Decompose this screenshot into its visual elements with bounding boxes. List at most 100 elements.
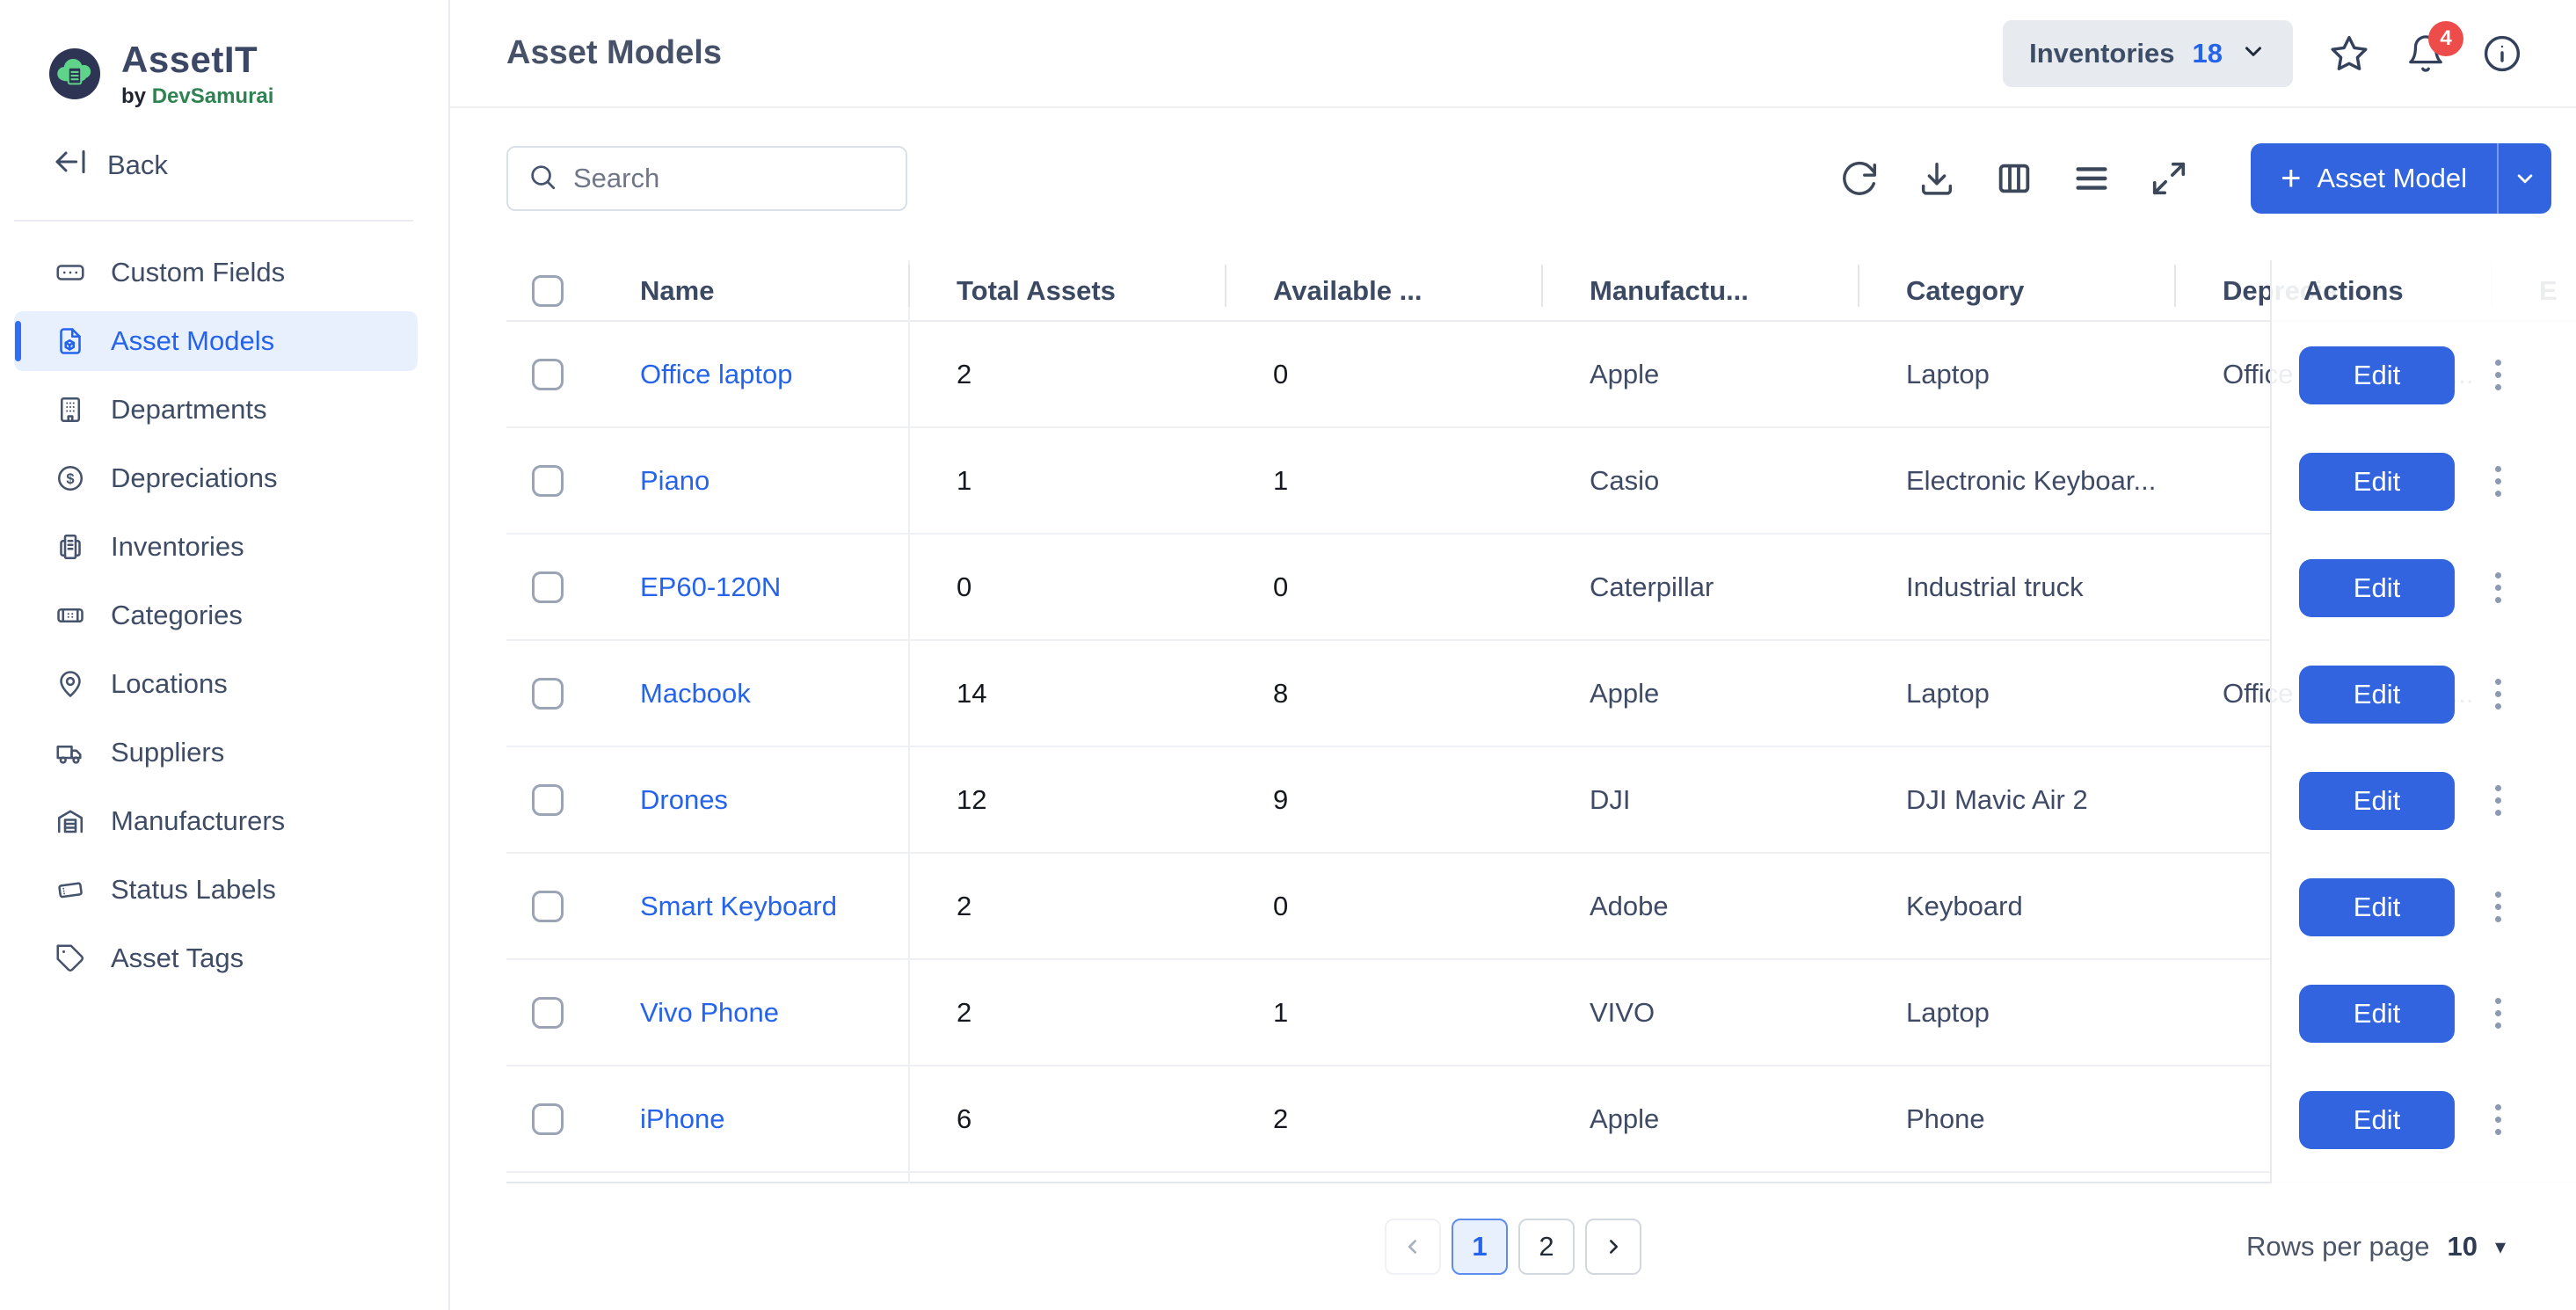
sidebar-item-status-labels[interactable]: Status Labels: [14, 860, 418, 920]
add-asset-model-dropdown[interactable]: [2497, 143, 2551, 214]
page-button-2[interactable]: 2: [1518, 1219, 1575, 1275]
kebab-menu-icon[interactable]: [2490, 1099, 2507, 1140]
kebab-menu-icon[interactable]: [2490, 461, 2507, 502]
sidebar-item-label: Categories: [111, 600, 243, 630]
edit-button[interactable]: Edit: [2299, 1090, 2455, 1149]
column-header-name[interactable]: Name: [640, 275, 715, 306]
kebab-menu-icon[interactable]: [2490, 780, 2507, 821]
actions-cell: Edit: [2272, 747, 2576, 854]
search-input[interactable]: [573, 163, 886, 194]
page-button-1[interactable]: 1: [1452, 1219, 1508, 1275]
info-button[interactable]: [2481, 33, 2523, 75]
back-arrow-icon: [53, 144, 88, 186]
table-row: Macbook 14 8 Apple Laptop Office Laptop …: [506, 641, 2576, 747]
caret-down-icon[interactable]: ▾: [2494, 1234, 2506, 1259]
back-button[interactable]: Back: [53, 144, 448, 186]
edit-button[interactable]: Edit: [2299, 665, 2455, 724]
manufacturer-cell: DJI: [1590, 783, 1631, 815]
sidebar-item-label: Depreciations: [111, 462, 278, 493]
row-checkbox[interactable]: [532, 783, 564, 816]
category-cell: DJI Mavic Air 2: [1906, 783, 2088, 815]
sidebar-item-asset-tags[interactable]: Asset Tags: [14, 928, 418, 988]
asset-name-link[interactable]: EP60-120N: [640, 571, 782, 602]
add-asset-model-split-button: + Asset Model: [2251, 143, 2551, 214]
total-assets-cell: 0: [957, 571, 972, 602]
asset-name-link[interactable]: Vivo Phone: [640, 996, 779, 1028]
sidebar-item-categories[interactable]: Categories: [14, 586, 418, 645]
asset-name-link[interactable]: Piano: [640, 464, 710, 496]
kebab-menu-icon[interactable]: [2490, 354, 2507, 396]
kebab-menu-icon[interactable]: [2490, 673, 2507, 715]
pagination-bar: 1 2 Rows per page 10 ▾: [450, 1183, 2576, 1310]
category-cell: Industrial truck: [1906, 571, 2084, 602]
manufacturer-cell: Apple: [1590, 358, 1660, 389]
edit-button[interactable]: Edit: [2299, 771, 2455, 830]
edit-button[interactable]: Edit: [2299, 558, 2455, 617]
page-title: Asset Models: [506, 34, 722, 71]
sidebar-item-manufacturers[interactable]: Manufacturers: [14, 791, 418, 851]
download-icon[interactable]: [1915, 156, 1959, 200]
density-icon[interactable]: [2070, 156, 2114, 200]
select-all-checkbox[interactable]: [532, 275, 564, 307]
notifications-bell-button[interactable]: 4: [2405, 20, 2463, 74]
categories-icon: [55, 600, 86, 631]
sidebar-item-asset-models[interactable]: Asset Models: [14, 311, 418, 371]
asset-name-link[interactable]: Drones: [640, 783, 728, 815]
actions-cell: Edit: [2272, 322, 2576, 428]
edit-button[interactable]: Edit: [2299, 984, 2455, 1043]
available-cell: 2: [1273, 1103, 1289, 1134]
sidebar-item-custom-fields[interactable]: Custom Fields: [14, 243, 418, 302]
page-header: Asset Models Inventories 18: [450, 0, 2576, 108]
actions-cell: Edit: [2272, 641, 2576, 747]
column-header-available[interactable]: Available ...: [1225, 260, 1541, 322]
sidebar-item-departments[interactable]: Departments: [14, 380, 418, 440]
row-checkbox[interactable]: [532, 677, 564, 710]
previous-page-button[interactable]: [1385, 1219, 1441, 1275]
custom-fields-icon: [55, 257, 86, 288]
row-checkbox[interactable]: [532, 1103, 564, 1135]
manufacturers-icon: [55, 805, 86, 837]
rows-per-page-value[interactable]: 10: [2447, 1231, 2478, 1262]
row-checkbox[interactable]: [532, 464, 564, 497]
refresh-icon[interactable]: [1837, 156, 1881, 200]
manufacturer-cell: Apple: [1590, 1103, 1660, 1134]
asset-models-icon: [55, 325, 86, 357]
edit-button[interactable]: Edit: [2299, 452, 2455, 511]
actions-cell: Edit: [2272, 1066, 2576, 1173]
asset-name-link[interactable]: Macbook: [640, 677, 751, 709]
asset-name-link[interactable]: iPhone: [640, 1103, 725, 1134]
expand-icon[interactable]: [2147, 156, 2191, 200]
rows-per-page-label: Rows per page: [2245, 1231, 2430, 1262]
column-header-total-assets[interactable]: Total Assets: [908, 260, 1225, 322]
columns-icon[interactable]: [1992, 156, 2036, 200]
row-checkbox[interactable]: [532, 890, 564, 922]
kebab-menu-icon[interactable]: [2490, 993, 2507, 1034]
inventories-context-dropdown[interactable]: Inventories 18: [2003, 19, 2293, 87]
row-checkbox[interactable]: [532, 571, 564, 603]
total-assets-cell: 1: [957, 464, 972, 496]
sidebar-item-depreciations[interactable]: $ Depreciations: [14, 448, 418, 508]
asset-name-link[interactable]: Office laptop: [640, 358, 793, 389]
available-cell: 9: [1273, 783, 1289, 815]
row-checkbox[interactable]: [532, 358, 564, 390]
next-page-button[interactable]: [1585, 1219, 1641, 1275]
column-header-category[interactable]: Category: [1858, 260, 2174, 322]
manufacturer-cell: VIVO: [1590, 996, 1655, 1028]
column-header-manufacturer[interactable]: Manufactu...: [1541, 260, 1858, 322]
category-cell: Phone: [1906, 1103, 1985, 1134]
table-row: EP60-120N 0 0 Caterpillar Industrial tru…: [506, 535, 2576, 641]
available-cell: 0: [1273, 358, 1289, 389]
edit-button[interactable]: Edit: [2299, 877, 2455, 936]
favorite-star-button[interactable]: [2328, 33, 2370, 75]
edit-button[interactable]: Edit: [2299, 346, 2455, 404]
table-row: Smart Keyboard 2 0 Adobe Keyboard: [506, 854, 2576, 960]
kebab-menu-icon[interactable]: [2490, 886, 2507, 928]
context-pill-count: 18: [2192, 37, 2223, 69]
kebab-menu-icon[interactable]: [2490, 567, 2507, 608]
sidebar-item-locations[interactable]: Locations: [14, 654, 418, 714]
sidebar-item-suppliers[interactable]: Suppliers: [14, 723, 418, 782]
sidebar-item-inventories[interactable]: Inventories: [14, 517, 418, 577]
row-checkbox[interactable]: [532, 996, 564, 1029]
asset-name-link[interactable]: Smart Keyboard: [640, 890, 837, 921]
add-asset-model-button[interactable]: + Asset Model: [2251, 143, 2497, 214]
